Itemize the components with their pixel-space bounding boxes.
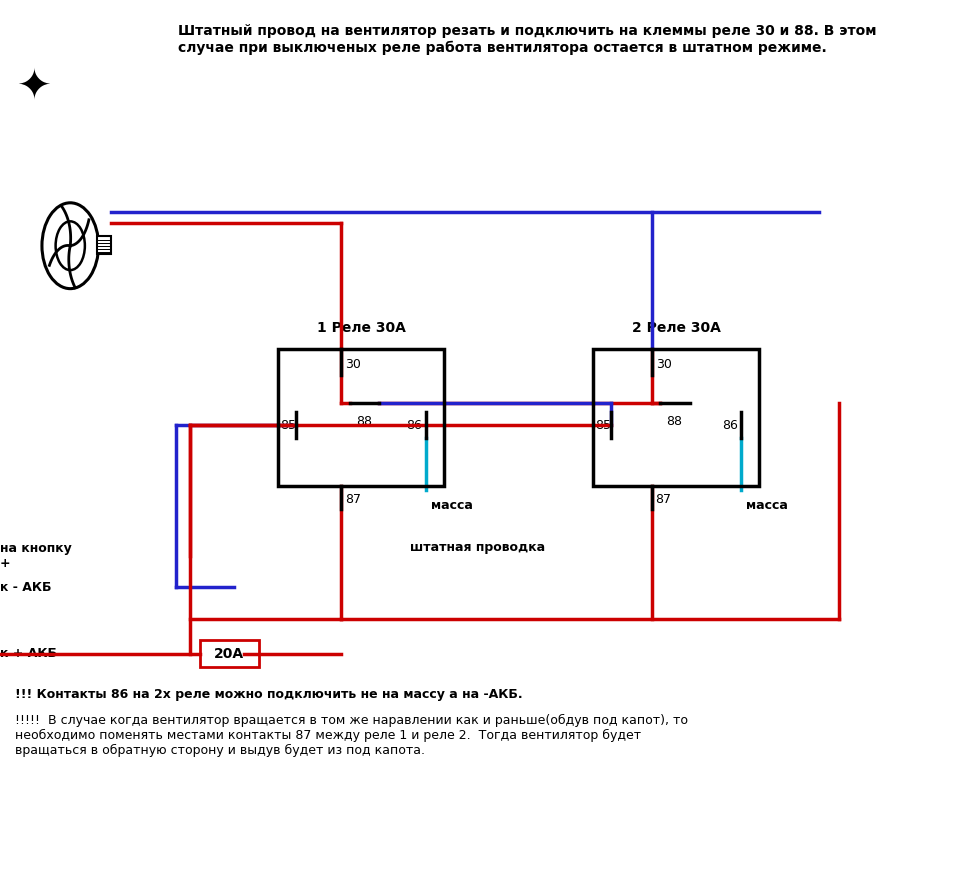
Text: 87: 87 xyxy=(346,493,361,506)
Text: 85: 85 xyxy=(595,419,612,432)
Text: 86: 86 xyxy=(406,419,422,432)
Text: 87: 87 xyxy=(656,493,672,506)
Text: 2 Реле 30А: 2 Реле 30А xyxy=(632,322,721,335)
Text: Штатный провод на вентилятор резать и подключить на клеммы реле 30 и 88. В этом
: Штатный провод на вентилятор резать и по… xyxy=(178,24,876,55)
Text: 86: 86 xyxy=(722,419,737,432)
Text: 88: 88 xyxy=(666,415,683,428)
Text: 1 Реле 30А: 1 Реле 30А xyxy=(317,322,405,335)
Text: 88: 88 xyxy=(356,415,372,428)
Text: 30: 30 xyxy=(346,358,361,371)
Text: штатная проводка: штатная проводка xyxy=(411,541,545,554)
Text: на кнопку
+: на кнопку + xyxy=(0,542,72,570)
Text: !!! Контакты 86 на 2х реле можно подключить не на массу а на -АКБ.: !!! Контакты 86 на 2х реле можно подключ… xyxy=(14,687,522,700)
Text: к - АКБ: к - АКБ xyxy=(0,580,52,594)
Text: 85: 85 xyxy=(280,419,296,432)
Text: к + АКБ: к + АКБ xyxy=(0,647,57,660)
Bar xyxy=(97,236,111,254)
Text: !!!!!  В случае когда вентилятор вращается в том же наравлении как и раньше(обду: !!!!! В случае когда вентилятор вращаетс… xyxy=(14,714,687,757)
Text: ✦: ✦ xyxy=(16,67,52,109)
Text: 30: 30 xyxy=(656,358,671,371)
Text: масса: масса xyxy=(431,500,473,513)
Text: масса: масса xyxy=(746,500,788,513)
Text: 20А: 20А xyxy=(214,647,245,660)
